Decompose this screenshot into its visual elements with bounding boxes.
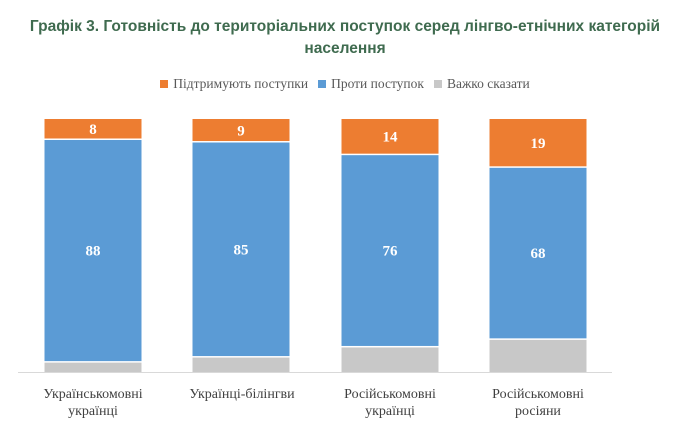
bar-support-russian-speaking-ukrainians [341, 119, 439, 154]
bar-hard-to-say-ukrainian-speaking-ukrainians [44, 362, 142, 372]
x-label-line: Російськомовні [492, 387, 584, 402]
data-label-support-bilingual-ukrainians: 9 [237, 123, 245, 139]
bar-hard-to-say-russian-speaking-ukrainians [341, 347, 439, 372]
bar-hard-to-say-bilingual-ukrainians [192, 357, 290, 372]
legend-label-support: Підтримують поступки [173, 76, 309, 91]
data-label-against-bilingual-ukrainians: 85 [234, 242, 249, 258]
data-label-against-russian-speaking-ukrainians: 76 [383, 244, 399, 260]
legend: Підтримують поступки Проти поступок Важк… [0, 76, 690, 92]
x-label-line: Українськомовні [43, 387, 143, 402]
chart-title: Графік 3. Готовність до територіальних п… [0, 16, 690, 60]
data-label-support-russian-speaking-ukrainians: 14 [383, 130, 399, 146]
x-label-line: українці [68, 404, 118, 419]
legend-item-against: Проти поступок [318, 76, 424, 92]
legend-item-hard-to-say: Важко сказати [433, 76, 530, 92]
x-label-line: росіяни [515, 404, 561, 419]
chart-title-line-1: Графік 3. Готовність до територіальних п… [29, 18, 661, 35]
x-label-line: Російськомовні [344, 387, 436, 402]
legend-swatch-against [318, 80, 327, 88]
bar-hard-to-say-russian-speaking-russians [489, 339, 587, 372]
legend-swatch-hard-to-say [433, 80, 442, 88]
x-label-line: українці [365, 404, 415, 419]
bar-against-russian-speaking-ukrainians [341, 155, 439, 346]
bar-support-russian-speaking-russians [489, 119, 587, 167]
legend-label-against: Проти поступок [331, 76, 424, 91]
data-label-support-ukrainian-speaking-ukrainians: 8 [89, 122, 97, 138]
data-label-support-russian-speaking-russians: 19 [531, 136, 546, 152]
legend-item-support: Підтримують поступки [160, 76, 308, 92]
data-label-against-ukrainian-speaking-ukrainians: 88 [86, 244, 101, 260]
bar-support-bilingual-ukrainians [192, 119, 290, 142]
x-label-line: Українці-білінгви [189, 387, 295, 402]
data-label-against-russian-speaking-russians: 68 [531, 246, 546, 262]
bar-support-ukrainian-speaking-ukrainians [44, 119, 142, 139]
bar-against-ukrainian-speaking-ukrainians [44, 139, 142, 362]
x-label-russian-speaking-ukrainians: Російськомовні українці [315, 386, 465, 420]
legend-label-hard-to-say: Важко сказати [446, 76, 530, 91]
x-label-bilingual-ukrainians: Українці-білінгви [167, 386, 317, 403]
chart-title-line-2: населення [304, 40, 386, 57]
x-label-ukrainian-speaking-ukrainians: Українськомовні українці [18, 386, 168, 420]
bar-against-bilingual-ukrainians [192, 142, 290, 357]
legend-swatch-support [160, 80, 169, 88]
x-label-russian-speaking-russians: Російськомовні росіяни [463, 386, 613, 420]
bar-against-russian-speaking-russians [489, 167, 587, 339]
